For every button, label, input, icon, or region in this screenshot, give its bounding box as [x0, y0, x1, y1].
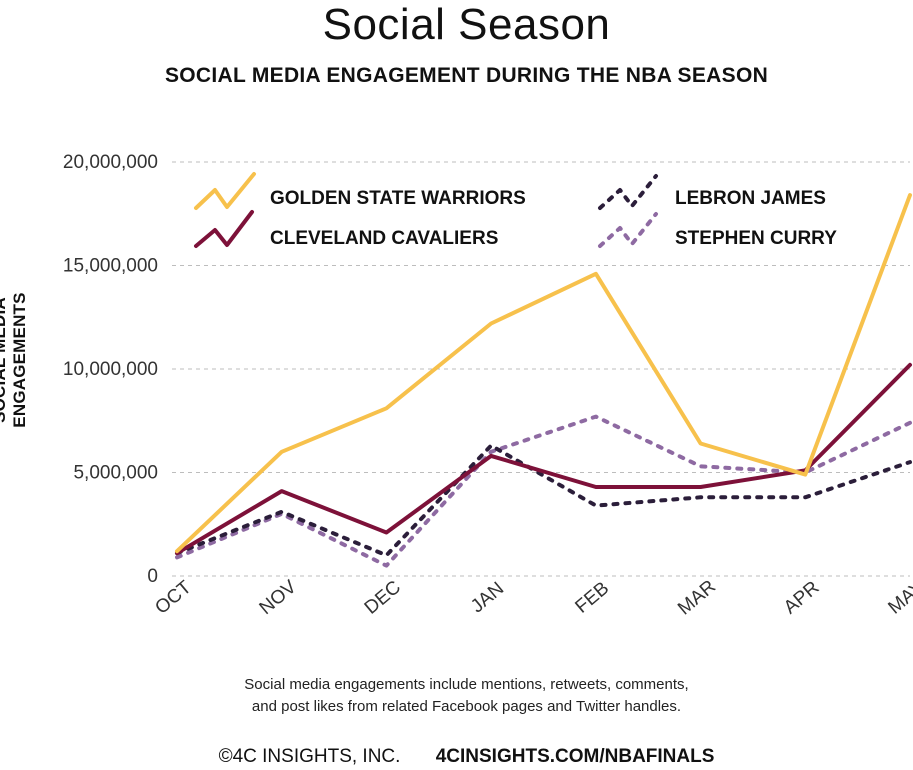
- y-tick-label: 0: [147, 566, 158, 587]
- legend-swatch: [194, 172, 256, 210]
- series-line-lebron-james: [175, 443, 912, 558]
- footnote-line-2: and post likes from related Facebook pag…: [251, 698, 682, 715]
- website-link[interactable]: 4CINSIGHTS.COM/NBAFINALS: [435, 746, 715, 767]
- y-tick-label: 10,000,000: [63, 359, 158, 380]
- legend-swatch: [194, 210, 254, 248]
- x-tick-label: APR: [780, 577, 823, 618]
- copyright-text: ©4C INSIGHTS, INC.: [218, 746, 401, 767]
- series-line-cleveland-cavaliers: [175, 362, 912, 556]
- legend-label: CLEVELAND CAVALIERS: [270, 228, 498, 249]
- series-line-golden-state-warriors: [175, 193, 912, 554]
- legend-label: LEBRON JAMES: [675, 188, 826, 209]
- x-tick-label: NOV: [256, 576, 301, 619]
- legend-label: GOLDEN STATE WARRIORS: [270, 188, 526, 209]
- legend-swatch: [598, 174, 658, 210]
- y-tick-label: 20,000,000: [63, 152, 158, 173]
- footer: ©4C INSIGHTS, INC. 4CINSIGHTS.COM/NBAFIN…: [0, 746, 913, 768]
- x-tick-label: OCT: [151, 577, 196, 619]
- line-chart: 0 5,000,000 10,000,000 15,000,000 20,000,000…: [63, 152, 913, 619]
- x-tick-label: FEB: [571, 578, 613, 618]
- y-tick-label: 5,000,000: [73, 463, 158, 484]
- x-tick-label: JAN: [467, 578, 508, 617]
- page-title: Social Season: [322, 0, 611, 49]
- legend-swatch: [598, 212, 658, 248]
- x-tick-label: DEC: [361, 577, 405, 619]
- legend-label: STEPHEN CURRY: [675, 228, 837, 249]
- x-tick-label: MAY: [884, 577, 913, 619]
- chart-subtitle: SOCIAL MEDIA ENGAGEMENT DURING THE NBA S…: [164, 64, 769, 87]
- x-tick-label: MAR: [674, 576, 720, 619]
- y-tick-label: 15,000,000: [63, 256, 158, 277]
- footnote: Social media engagements include mention…: [0, 674, 913, 718]
- footnote-line-1: Social media engagements include mention…: [244, 676, 689, 693]
